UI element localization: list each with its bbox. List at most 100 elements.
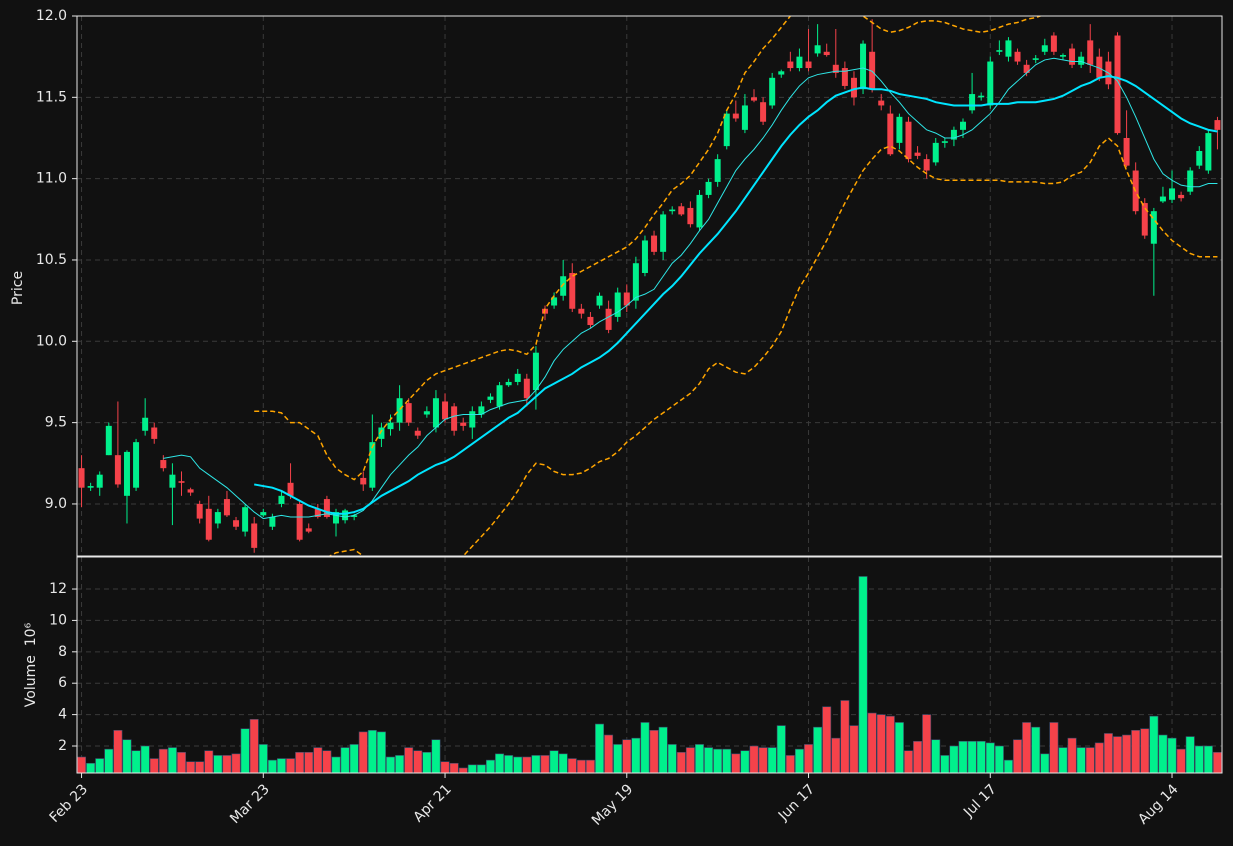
volume-bar <box>1076 747 1086 773</box>
volume-bar <box>631 737 641 773</box>
candle-body <box>133 442 140 488</box>
volume-bar <box>522 756 532 773</box>
volume-bar <box>694 744 704 773</box>
indicator-line <box>163 57 1218 520</box>
volume-bar <box>558 753 568 773</box>
volume-bar <box>322 750 332 773</box>
volume-bar <box>131 750 141 773</box>
volume-bar <box>649 730 659 773</box>
candle-body <box>805 61 812 69</box>
candle-body <box>769 77 776 106</box>
volume-bar <box>576 759 586 773</box>
candle-body <box>905 121 912 160</box>
candle-body <box>1196 151 1203 166</box>
candle-body <box>187 489 194 493</box>
candle-body <box>1214 120 1221 130</box>
candle-body <box>996 50 1003 52</box>
price-tick-label: 11.0 <box>36 171 67 187</box>
candle-body <box>1041 45 1048 52</box>
candle-body <box>741 105 748 130</box>
volume-bar <box>1176 748 1186 773</box>
candle-body <box>260 512 267 516</box>
candle-body <box>505 381 512 386</box>
volume-frame <box>76 556 1223 774</box>
candle-body <box>323 499 330 517</box>
candle-body <box>796 56 803 69</box>
price-tick-label: 12.0 <box>36 8 67 24</box>
candle-body <box>632 263 639 301</box>
candle-body <box>896 116 903 143</box>
candle-body <box>105 425 112 456</box>
volume-bar <box>504 755 514 773</box>
volume-bar <box>1022 722 1032 773</box>
volume-bar <box>149 758 159 773</box>
volume-bar <box>1131 730 1141 773</box>
candle-body <box>532 352 539 391</box>
candle-body <box>887 113 894 155</box>
indicator-line <box>254 75 1218 515</box>
price-tick-label: 9.0 <box>45 496 67 512</box>
volume-bar <box>349 744 359 773</box>
volume-bar <box>458 767 468 773</box>
candle-body <box>778 71 785 75</box>
volume-bar <box>931 739 941 773</box>
volume-bar <box>86 762 96 773</box>
candle-body <box>714 159 721 182</box>
candle-body <box>242 507 249 532</box>
volume-bar <box>604 734 614 773</box>
volume-bar <box>1158 734 1168 773</box>
volume-bar <box>140 745 150 773</box>
candle-body <box>760 102 767 122</box>
volume-bar <box>767 747 777 773</box>
candle-body <box>114 455 121 485</box>
volume-tick-label: 12 <box>49 581 67 597</box>
volume-bar <box>922 714 932 773</box>
volume-bar <box>967 740 977 773</box>
candle-body <box>950 129 957 140</box>
volume-bar <box>667 744 677 773</box>
candle-body <box>142 417 149 431</box>
candle-body <box>1078 56 1085 65</box>
volume-bar <box>340 747 350 773</box>
candle-body <box>841 68 848 86</box>
volume-bar <box>431 739 441 773</box>
candle-body <box>342 510 349 521</box>
candle-body <box>351 515 358 517</box>
volume-bar <box>1058 747 1068 773</box>
volume-bar <box>495 753 505 773</box>
volume-bar <box>113 730 123 773</box>
volume-bar <box>222 755 232 773</box>
volume-bar <box>195 761 205 773</box>
candle-body <box>969 94 976 111</box>
candle-body <box>287 482 294 496</box>
volume-bar <box>158 748 168 773</box>
volume-tick-label: 4 <box>58 707 67 723</box>
price-tick-label: 11.5 <box>36 89 67 105</box>
volume-bar <box>822 706 832 773</box>
volume-bar <box>913 740 923 773</box>
candle-body <box>551 297 558 306</box>
volume-bar <box>395 755 405 773</box>
candle-body <box>1096 56 1103 78</box>
volume-tick-label: 6 <box>58 675 67 691</box>
candle-body <box>823 51 830 56</box>
candle-body <box>814 45 821 54</box>
volume-bar <box>940 755 950 773</box>
candle-body <box>496 385 503 407</box>
volume-bar <box>985 742 995 773</box>
volume-bar <box>976 740 986 773</box>
candle-body <box>569 272 576 309</box>
volume-bar <box>658 726 668 773</box>
candle-body <box>1069 48 1076 65</box>
volume-bar <box>249 719 259 773</box>
volume-bar <box>749 745 759 773</box>
volume-bar <box>640 722 650 773</box>
candle-body <box>578 308 585 314</box>
candle-body <box>605 308 612 330</box>
candle-body <box>1114 35 1121 134</box>
volume-bar <box>476 764 486 773</box>
volume-bar <box>331 756 341 773</box>
candle-body <box>1014 51 1021 62</box>
volume-bar <box>613 744 623 773</box>
